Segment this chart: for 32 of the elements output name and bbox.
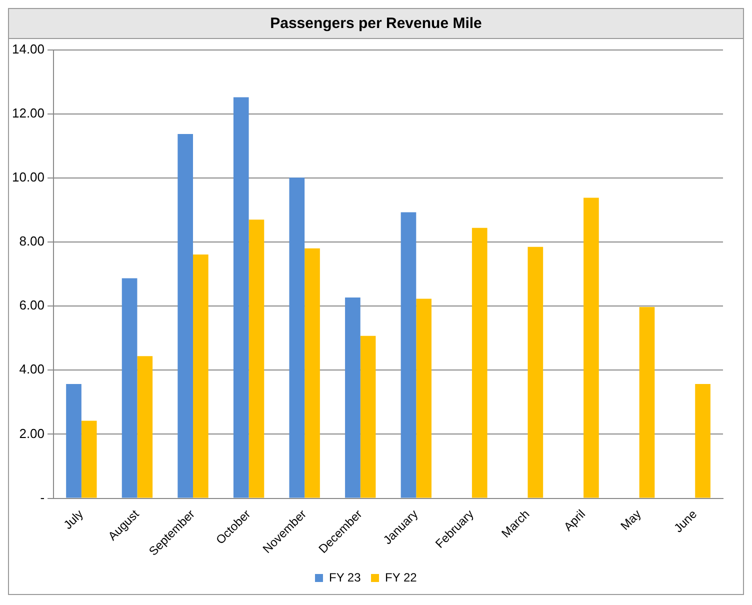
bar	[122, 278, 138, 498]
y-tick-label: 10.00	[12, 170, 45, 185]
legend-label: FY 22	[385, 570, 418, 584]
y-tick-label: 12.00	[12, 105, 45, 120]
bar	[81, 420, 97, 498]
bar	[695, 384, 710, 498]
bar	[416, 298, 432, 498]
y-tick-label: -	[40, 490, 45, 505]
y-tick-label: 2.00	[19, 426, 45, 441]
bar	[345, 297, 360, 498]
bar	[233, 97, 249, 498]
bar	[584, 198, 599, 498]
bar	[400, 212, 416, 498]
x-tick-label: July	[60, 506, 86, 532]
bar	[66, 384, 82, 498]
bar	[193, 254, 208, 498]
bar	[360, 336, 376, 498]
bar	[137, 356, 153, 498]
bar	[178, 134, 194, 498]
chart-title: Passengers per Revenue Mile	[9, 9, 743, 39]
y-tick-label: 8.00	[19, 234, 45, 249]
y-tick-label: 4.00	[19, 362, 45, 377]
bar	[248, 220, 264, 498]
bar	[639, 307, 655, 498]
legend-label: FY 23	[328, 570, 362, 584]
y-tick-label: 6.00	[19, 298, 45, 313]
bar	[304, 248, 320, 498]
bar	[472, 228, 488, 498]
bar	[528, 246, 544, 498]
y-tick-label: 14.00	[12, 41, 45, 56]
x-tick-label: May	[618, 506, 644, 533]
bar	[289, 178, 305, 498]
